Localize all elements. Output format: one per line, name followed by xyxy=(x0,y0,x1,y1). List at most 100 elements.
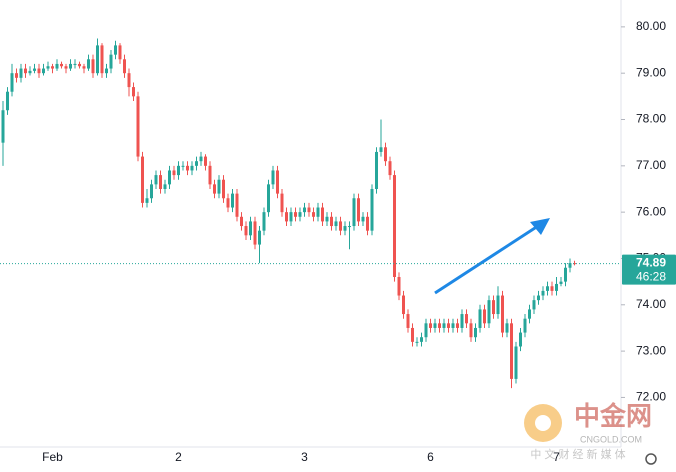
candle-body xyxy=(366,216,369,231)
candle-body xyxy=(352,198,356,227)
candle-body xyxy=(456,323,459,328)
candle-body xyxy=(285,212,288,222)
watermark-logo-inner xyxy=(535,415,551,431)
watermark-tagline: 中 文 财 经 新 媒 体 xyxy=(530,447,625,461)
candle-body xyxy=(483,309,486,324)
candle-body xyxy=(330,216,333,227)
candle-body xyxy=(271,170,275,185)
candle-body xyxy=(28,70,32,74)
y-tick-label: 72.00 xyxy=(636,390,666,404)
candle-body xyxy=(451,323,455,328)
candle-body xyxy=(1,110,5,143)
x-tick-label: 7 xyxy=(553,450,560,464)
y-tick-label: 80.00 xyxy=(636,19,666,33)
candle-body xyxy=(24,68,27,74)
settings-gear[interactable] xyxy=(645,453,657,465)
candle-body xyxy=(384,147,387,162)
candle-body xyxy=(289,212,293,222)
candle-body xyxy=(492,300,495,315)
candle-body xyxy=(469,323,473,338)
candle-body xyxy=(127,73,131,88)
candle-body xyxy=(253,221,257,245)
y-tick-label: 76.00 xyxy=(636,204,666,218)
y-tick-label: 78.00 xyxy=(636,112,666,126)
candle-body xyxy=(465,314,468,324)
x-tick-label: Feb xyxy=(42,450,63,464)
candle-body xyxy=(186,165,189,171)
candle-body xyxy=(501,295,504,333)
candle-body xyxy=(559,281,563,284)
candle-body xyxy=(280,193,284,213)
candle-body xyxy=(474,327,477,338)
candle-body xyxy=(429,323,432,328)
candle-body xyxy=(78,63,81,67)
candle-body xyxy=(388,161,392,176)
candle-body xyxy=(546,286,549,291)
trend-arrow xyxy=(434,218,550,295)
candle-body xyxy=(460,314,464,328)
candle-body xyxy=(87,59,90,69)
candle-body xyxy=(438,323,441,328)
candle-body xyxy=(312,212,315,217)
candle-body xyxy=(402,295,405,315)
candle-body xyxy=(550,286,554,291)
candle-body xyxy=(348,226,351,228)
candle-body xyxy=(397,277,401,296)
candle-body xyxy=(46,66,50,69)
candle-body xyxy=(294,212,297,217)
candle-body xyxy=(262,212,266,231)
candle-body xyxy=(226,198,230,208)
candle-body xyxy=(181,165,185,167)
candle-body xyxy=(321,207,324,222)
candle-body xyxy=(217,179,221,194)
x-tick-label: 2 xyxy=(175,450,182,464)
candle-body xyxy=(15,73,18,78)
x-tick-label: 6 xyxy=(427,450,434,464)
candle-body xyxy=(150,184,153,199)
candle-body xyxy=(339,221,342,231)
candle-body xyxy=(411,327,414,342)
candle-body xyxy=(433,323,437,328)
candles xyxy=(1,38,576,389)
candle-body xyxy=(213,184,216,194)
candle-body xyxy=(82,66,86,69)
candle-body xyxy=(6,91,9,111)
countdown-label: 46:28 xyxy=(636,270,666,284)
candle-body xyxy=(375,151,378,189)
candle-body xyxy=(105,68,108,74)
candle-body xyxy=(505,323,509,333)
candle-body xyxy=(163,184,167,189)
candle-body xyxy=(496,295,500,315)
candle-body xyxy=(51,66,54,69)
candle-body xyxy=(298,212,302,217)
candle-body xyxy=(334,221,338,227)
candle-body xyxy=(64,66,68,69)
candle-body xyxy=(177,165,180,176)
candle-body xyxy=(33,68,36,71)
candle-body xyxy=(60,63,63,67)
candle-body xyxy=(42,68,45,74)
candle-body xyxy=(204,156,207,166)
candle-body xyxy=(568,263,572,268)
candle-body xyxy=(537,295,540,301)
candle-body xyxy=(240,216,243,227)
candle-body xyxy=(447,323,450,328)
candle-body xyxy=(91,59,95,74)
candle-body xyxy=(325,216,329,222)
y-tick-label: 73.00 xyxy=(636,343,666,357)
candle-body xyxy=(109,54,113,69)
candle-body xyxy=(141,156,144,203)
candle-body xyxy=(487,300,491,324)
candle-body xyxy=(100,45,104,74)
candle-body xyxy=(573,263,576,265)
candle-body xyxy=(415,341,419,343)
watermark-site: CNGOLD.COM xyxy=(580,434,642,444)
candle-body xyxy=(136,96,140,157)
candle-body xyxy=(510,323,513,379)
candle-body xyxy=(145,198,149,203)
candle-body xyxy=(307,207,311,213)
watermark: 中金网 CNGOLD.COM 中 文 财 经 新 媒 体 xyxy=(524,401,652,461)
candle-body xyxy=(69,63,72,69)
candle-body xyxy=(564,267,567,282)
settings-icon[interactable] xyxy=(645,453,657,465)
